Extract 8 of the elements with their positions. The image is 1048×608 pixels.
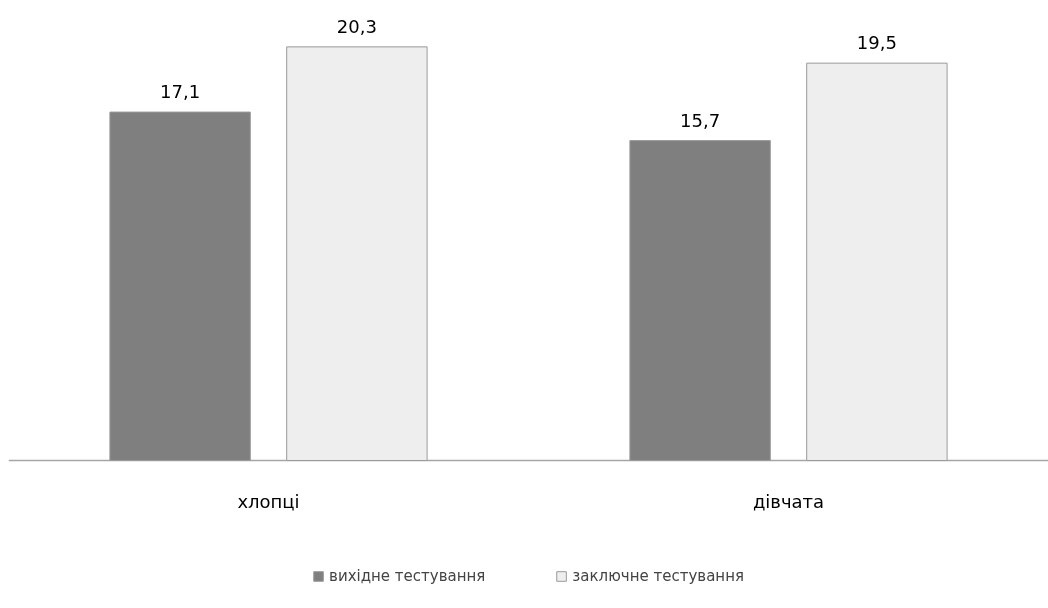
x-tick-label: хлопці bbox=[237, 490, 300, 512]
x-tick-label: дівчата bbox=[752, 490, 825, 512]
legend-label: вихідне тестування bbox=[329, 567, 486, 585]
data-label: 20,3 bbox=[336, 15, 377, 37]
data-label: 19,5 bbox=[856, 32, 897, 54]
data-label: 15,7 bbox=[680, 109, 721, 131]
data-label: 17,1 bbox=[160, 81, 201, 103]
legend-label: заключне тестування bbox=[572, 567, 744, 585]
